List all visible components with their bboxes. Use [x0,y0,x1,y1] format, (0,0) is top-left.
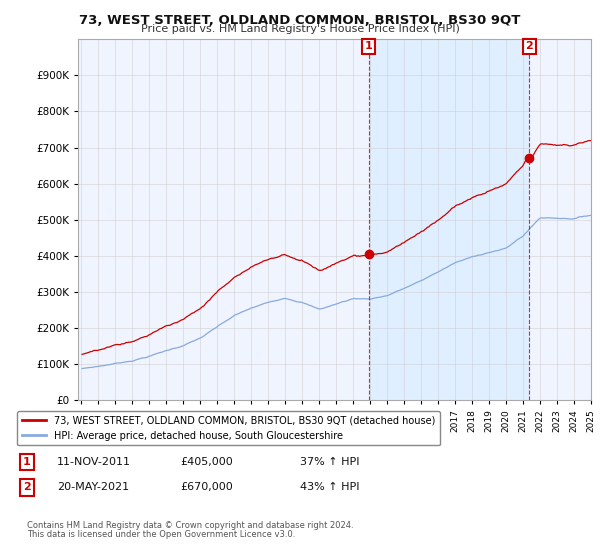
Text: 73, WEST STREET, OLDLAND COMMON, BRISTOL, BS30 9QT: 73, WEST STREET, OLDLAND COMMON, BRISTOL… [79,14,521,27]
Text: £405,000: £405,000 [180,457,233,467]
Legend: 73, WEST STREET, OLDLAND COMMON, BRISTOL, BS30 9QT (detached house), HPI: Averag: 73, WEST STREET, OLDLAND COMMON, BRISTOL… [17,411,440,445]
Text: 20-MAY-2021: 20-MAY-2021 [57,482,129,492]
Bar [369,39,529,400]
Text: £670,000: £670,000 [180,482,233,492]
Text: 43% ↑ HPI: 43% ↑ HPI [300,482,359,492]
Text: 37% ↑ HPI: 37% ↑ HPI [300,457,359,467]
Text: 2: 2 [526,41,533,52]
Text: Price paid vs. HM Land Registry's House Price Index (HPI): Price paid vs. HM Land Registry's House … [140,24,460,34]
Text: Contains HM Land Registry data © Crown copyright and database right 2024.: Contains HM Land Registry data © Crown c… [27,521,353,530]
Text: This data is licensed under the Open Government Licence v3.0.: This data is licensed under the Open Gov… [27,530,295,539]
Text: 1: 1 [23,457,31,467]
Text: 1: 1 [365,41,373,52]
Text: 11-NOV-2011: 11-NOV-2011 [57,457,131,467]
Text: 2: 2 [23,482,31,492]
